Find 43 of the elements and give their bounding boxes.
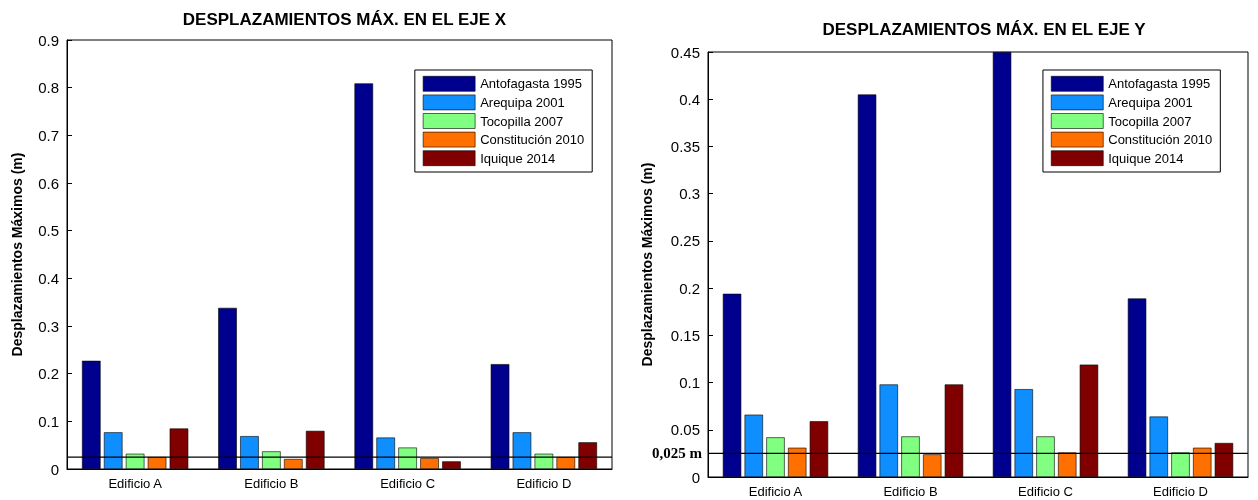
chart-title: DESPLAZAMIENTOS MÁX. EN EL EJE X [182, 10, 507, 29]
legend-label: Arequipa 2001 [480, 94, 565, 110]
y-tick-label: 0.25 [670, 232, 700, 250]
x-tick-label: Edificio B [244, 476, 299, 491]
y-tick-label: 0.05 [670, 421, 700, 439]
y-tick-label: 0.4 [38, 269, 59, 287]
y-tick-label: 0.3 [38, 317, 59, 335]
y-axis-title: Desplazamientos Máximos (m) [9, 152, 25, 357]
y-tick-label: 0.9 [38, 31, 59, 49]
legend-label: Tocopilla 2007 [480, 113, 564, 129]
ref-line-label: 0,025 m [652, 445, 703, 462]
y-tick-label: 0.7 [38, 126, 59, 144]
legend-label: Arequipa 2001 [1108, 94, 1193, 110]
y-tick-label: 0.4 [679, 90, 700, 108]
legend-label: Antofagasta 1995 [480, 76, 583, 92]
legend-label: Antofagasta 1995 [1108, 76, 1211, 92]
y-tick-label: 0.3 [679, 185, 700, 203]
y-tick-label: 0.45 [670, 43, 700, 61]
y-tick-label: 0.15 [670, 326, 700, 344]
y-tick-label: 0.5 [38, 222, 59, 240]
y-tick-label: 0 [50, 460, 59, 478]
y-tick-label: 0.1 [38, 412, 59, 430]
y-tick-label: 0.1 [679, 374, 700, 392]
legend-label: Constitución 2010 [1108, 132, 1213, 148]
y-tick-label: 0 [691, 468, 700, 486]
y-axis-title: Desplazamientos Máximos (m) [639, 162, 655, 367]
x-tick-label: Edificio A [108, 476, 163, 491]
x-tick-label: Edificio C [1018, 484, 1073, 499]
chart-title: DESPLAZAMIENTOS MÁX. EN EL EJE Y [822, 20, 1147, 39]
y-tick-label: 0.2 [679, 279, 700, 297]
y-tick-label: 0.6 [38, 174, 59, 192]
x-tick-label: Edificio C [380, 476, 436, 491]
legend-label: Constitución 2010 [480, 132, 585, 148]
x-tick-label: Edificio B [883, 484, 938, 499]
x-tick-label: Edificio D [1153, 484, 1208, 499]
legend-label: Iquique 2014 [1108, 150, 1184, 166]
x-tick-label: Edificio A [748, 484, 803, 499]
y-tick-label: 0.35 [670, 137, 700, 155]
legend-label: Iquique 2014 [480, 150, 556, 166]
y-tick-label: 0.8 [38, 79, 59, 97]
x-tick-label: Edificio D [516, 476, 572, 491]
y-tick-label: 0.2 [38, 365, 59, 383]
legend-label: Tocopilla 2007 [1108, 113, 1192, 129]
